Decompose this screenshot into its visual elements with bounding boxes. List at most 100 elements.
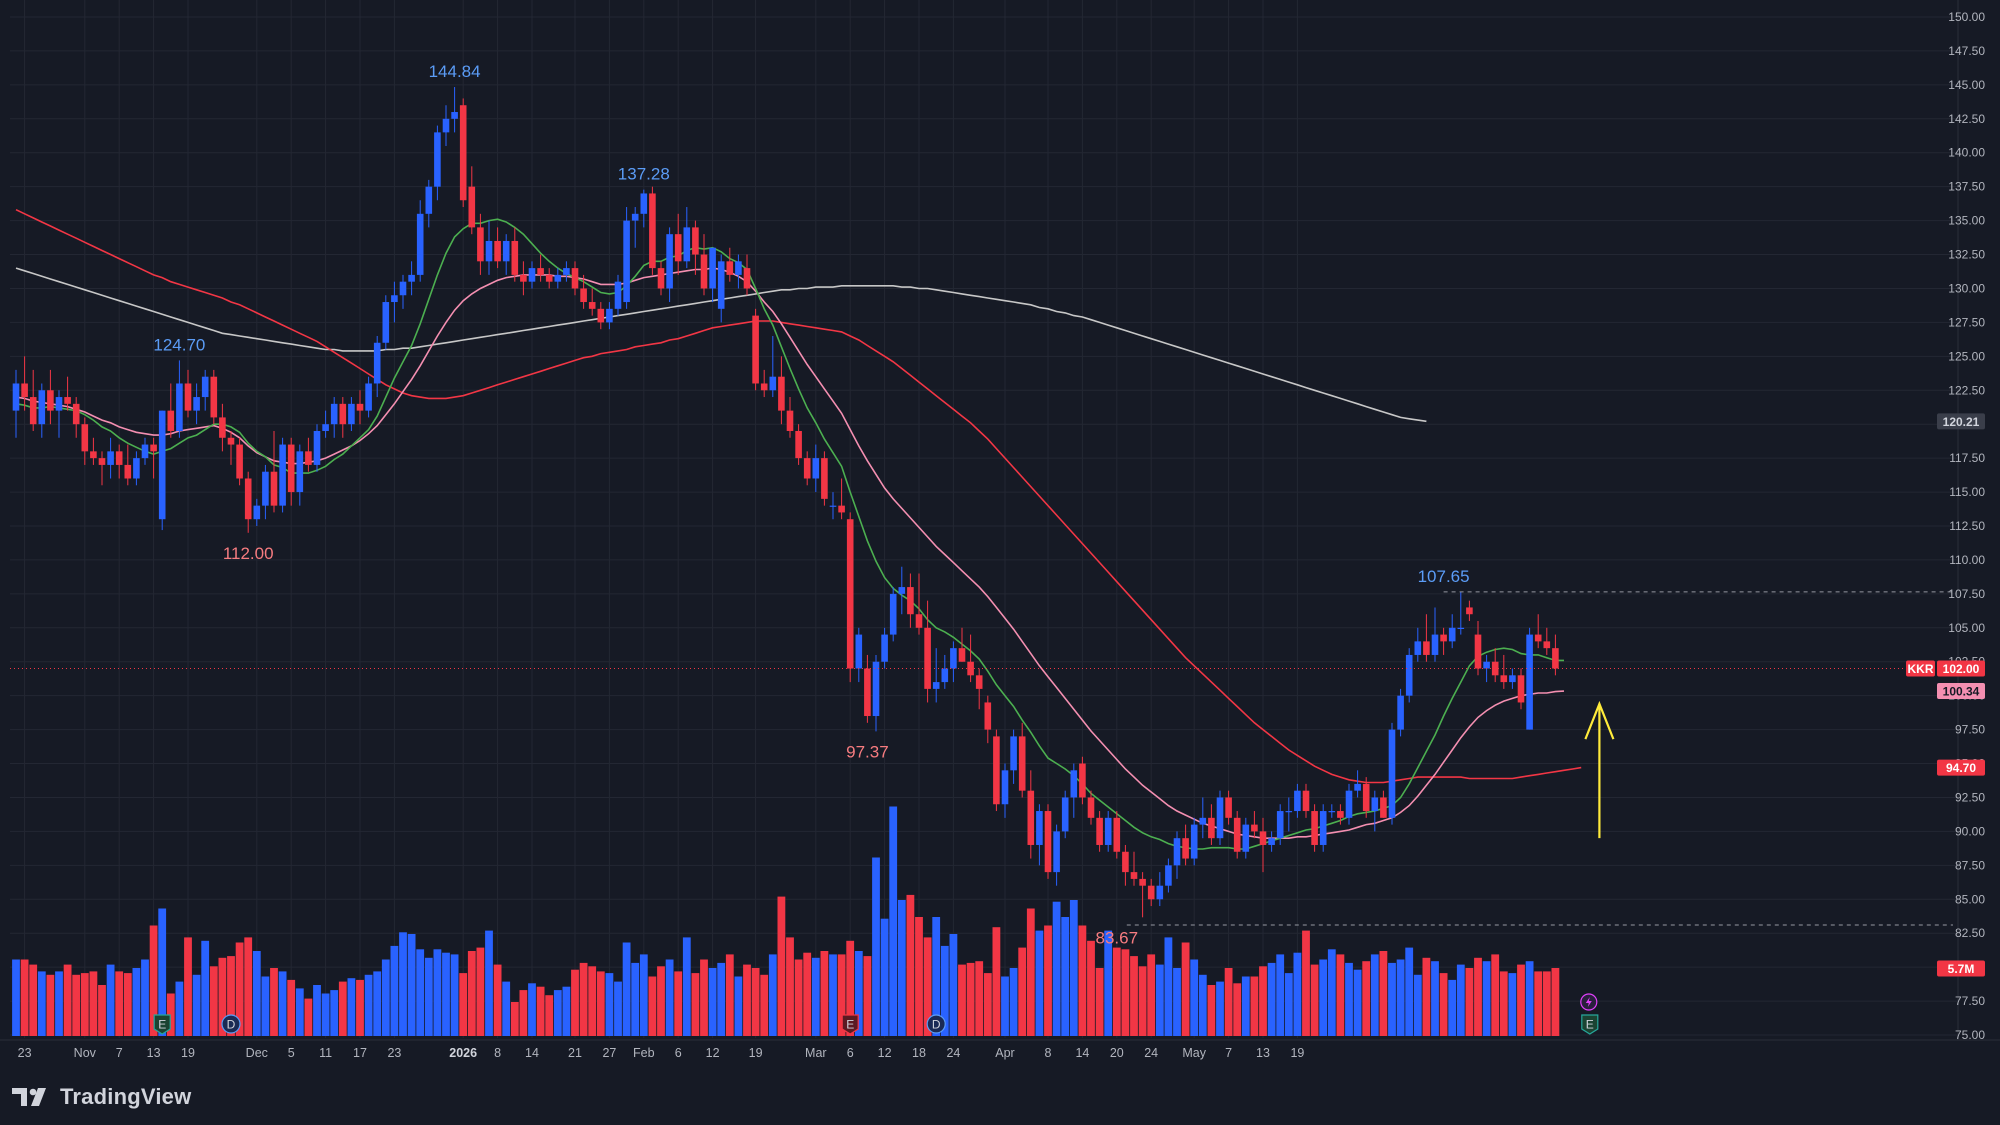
candle-body [717, 261, 725, 309]
candle-body [279, 444, 286, 506]
candle [1405, 648, 1413, 703]
candle [1182, 824, 1189, 866]
time-tick-label: 11 [319, 1046, 332, 1060]
candle [1423, 614, 1430, 662]
volume-bar [115, 971, 124, 1036]
time-tick-label: 19 [749, 1046, 763, 1060]
candle-body [726, 261, 734, 275]
tradingview-logo-icon [12, 1088, 46, 1106]
volume-bar [502, 981, 511, 1036]
time-tick-label: 14 [1075, 1046, 1089, 1060]
candle-body [1182, 838, 1189, 859]
volume-bar [373, 971, 382, 1036]
candle-body [1061, 797, 1069, 832]
candle [1276, 804, 1284, 845]
volume-bar [751, 968, 760, 1036]
price-axis[interactable]: 150.00 147.50 145.00 142.50 140.00 137.50 135.… [1906, 10, 1985, 1042]
dividend-event-icon[interactable]: D [926, 1014, 946, 1034]
volume-bar [1293, 952, 1302, 1036]
candle-body [932, 682, 940, 689]
price-tag-text: 5.7M [1948, 962, 1975, 976]
candle-body [1147, 885, 1155, 900]
candle-body [167, 410, 175, 431]
price-tick-label: 112.50 [1949, 519, 1985, 533]
volume-bar [588, 966, 597, 1036]
candle-body [365, 383, 372, 411]
volume-bar [399, 932, 407, 1036]
earnings-event-icon[interactable]: E [1581, 1014, 1599, 1035]
volume-bar [424, 957, 433, 1036]
candle [244, 471, 252, 533]
candle-body [812, 458, 820, 479]
candle [1268, 831, 1275, 852]
time-tick-label: Apr [995, 1046, 1014, 1060]
time-tick-label: 23 [18, 1046, 32, 1060]
volume-bar [1044, 925, 1052, 1036]
volume-bar [897, 900, 906, 1036]
volume-bar [1233, 983, 1242, 1036]
candle-body [305, 451, 312, 465]
candle [399, 274, 407, 309]
candle [1079, 756, 1086, 805]
time-tick-label: 7 [1225, 1046, 1232, 1060]
candle [12, 369, 20, 438]
candlesticks[interactable] [12, 87, 1559, 918]
candle [743, 254, 751, 296]
time-axis[interactable]: 23 Nov 7 13 19 Dec 5 11 17 23 2026 8 14 21 27 Feb 6 12 19 M… [18, 1046, 1305, 1060]
candle [1156, 872, 1164, 907]
earnings-event-icon[interactable]: E [841, 1014, 859, 1035]
volume-bar [811, 957, 820, 1036]
candle [898, 566, 906, 615]
candle [1517, 668, 1525, 710]
candle-body [296, 451, 304, 493]
candle-body [769, 376, 777, 391]
candle-body [1371, 797, 1379, 812]
tradingview-brand[interactable]: TradingView [12, 1083, 191, 1111]
time-tick-label: 13 [147, 1046, 161, 1060]
volume-bar [880, 918, 889, 1036]
volume-bar [768, 954, 777, 1036]
volume-bar [270, 968, 278, 1036]
time-tick-label: 7 [116, 1046, 123, 1060]
candle-body [1113, 817, 1121, 852]
volume-bar [958, 964, 966, 1036]
earnings-event-icon[interactable]: E [153, 1014, 171, 1035]
candle [649, 186, 656, 275]
price-label-high: 144.84 [429, 62, 481, 81]
volume-bar [20, 959, 29, 1036]
price-tick-label: 127.50 [1948, 315, 1985, 329]
candle-body [193, 397, 200, 411]
volume-bar [1456, 964, 1465, 1036]
price-tick-label: 130.00 [1948, 281, 1985, 295]
candle [674, 213, 682, 275]
candle-body [1053, 831, 1060, 873]
candle [158, 410, 166, 531]
time-tick-label: 19 [181, 1046, 195, 1060]
candle [666, 227, 673, 303]
yellow-arrow-drawing[interactable] [1584, 700, 1615, 839]
candle-body [1337, 811, 1344, 818]
time-tick-label: Dec [246, 1046, 268, 1060]
price-chart[interactable]: 144.84 137.28 124.70 112.00 97.37 107.65 83.67… [0, 0, 2000, 1070]
candle [1122, 844, 1129, 886]
candle-body [511, 240, 519, 275]
volume-bar [1517, 964, 1525, 1036]
volume-bar [132, 968, 141, 1036]
price-tag-bg [1937, 960, 1985, 977]
candle-body [674, 234, 682, 262]
candle [606, 302, 613, 330]
volume-bar [837, 954, 846, 1036]
dividend-event-icon[interactable]: D [221, 1014, 241, 1034]
volume-bar [493, 964, 502, 1036]
candle [382, 295, 390, 350]
candle-body [786, 410, 794, 431]
volume-bar [975, 961, 984, 1036]
candle [305, 437, 312, 472]
candle-body [1509, 675, 1516, 683]
volume-bar [1379, 951, 1388, 1036]
candle [778, 356, 785, 425]
candle-body [1311, 811, 1318, 845]
candle [1165, 858, 1172, 893]
